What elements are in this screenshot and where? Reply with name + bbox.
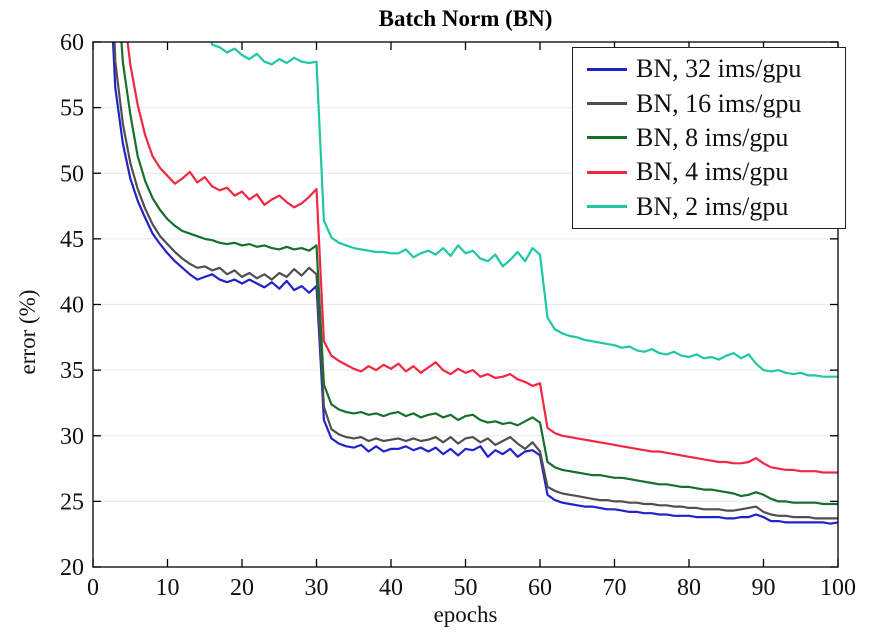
legend-entry-label: BN, 8 ims/gpu xyxy=(636,122,789,152)
x-tick-label: 80 xyxy=(677,575,701,601)
legend-entry-label: BN, 2 ims/gpu xyxy=(636,191,789,221)
legend-entry-bn-4: BN, 4 ims/gpu xyxy=(573,159,845,185)
x-tick-label: 90 xyxy=(752,575,776,601)
x-tick-label: 0 xyxy=(87,575,99,601)
legend-line-swatch xyxy=(587,205,627,209)
series-bn-32 xyxy=(111,42,838,525)
x-tick-label: 100 xyxy=(820,575,856,601)
x-tick-label: 20 xyxy=(230,575,254,601)
y-tick-label: 35 xyxy=(60,358,84,384)
legend-entry-bn-2: BN, 2 ims/gpu xyxy=(573,191,845,221)
series-bn-4 xyxy=(126,42,838,474)
legend-entry-bn-8: BN, 8 ims/gpu xyxy=(573,122,845,152)
series-bn-8 xyxy=(120,42,838,506)
y-tick-label: 30 xyxy=(60,424,84,450)
x-tick-label: 10 xyxy=(156,575,180,601)
y-tick-label: 55 xyxy=(60,96,84,122)
x-tick-label: 60 xyxy=(528,575,552,601)
y-tick-label: 60 xyxy=(60,30,84,56)
legend-line-swatch xyxy=(587,170,627,174)
x-tick-label: 30 xyxy=(305,575,329,601)
series-bn-2 xyxy=(210,42,838,378)
y-tick-label: 40 xyxy=(60,293,84,319)
y-tick-label: 45 xyxy=(60,227,84,253)
legend-entry-bn-32: BN, 32 ims/gpu xyxy=(573,56,845,82)
y-tick-label: 20 xyxy=(60,555,84,581)
x-tick-label: 70 xyxy=(603,575,627,601)
x-tick-label: 50 xyxy=(454,575,478,601)
legend: BN, 32 ims/gpu BN, 16 ims/gpu BN, 8 ims/gp… xyxy=(572,47,846,229)
curves-layer xyxy=(111,42,838,525)
legend-entry-label: BN, 32 ims/gpu xyxy=(636,54,802,84)
legend-line-swatch xyxy=(587,67,627,71)
legend-entry-label: BN, 4 ims/gpu xyxy=(636,157,789,187)
x-tick-label: 40 xyxy=(379,575,403,601)
legend-line-swatch xyxy=(587,136,627,140)
legend-entry-label: BN, 16 ims/gpu xyxy=(636,88,802,118)
series-bn-16 xyxy=(113,42,838,520)
y-tick-label: 50 xyxy=(60,161,84,187)
legend-line-swatch xyxy=(587,102,627,106)
y-tick-label: 25 xyxy=(60,489,84,515)
chart-title: Batch Norm (BN) xyxy=(378,6,553,31)
x-axis-label: epochs xyxy=(433,602,498,627)
legend-entry-bn-16: BN, 16 ims/gpu xyxy=(573,88,845,118)
y-axis-label: error (%) xyxy=(15,289,40,375)
